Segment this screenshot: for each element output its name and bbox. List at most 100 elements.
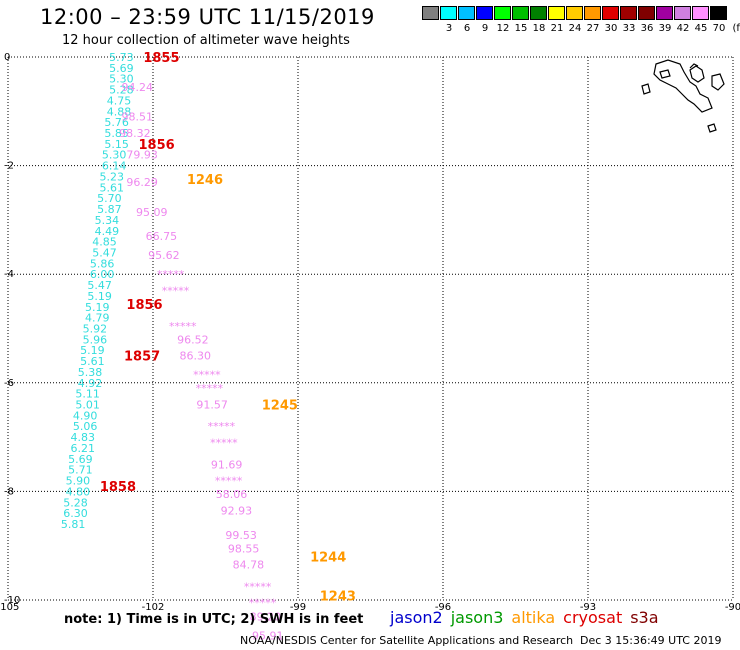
colorbar-label: 18 bbox=[532, 23, 546, 34]
y-tick-label: -4 bbox=[4, 269, 14, 280]
island-outline bbox=[659, 69, 671, 79]
y-tick-label: 0 bbox=[4, 52, 10, 63]
swh-value-label: 58.06 bbox=[216, 488, 248, 501]
swh-value-label: 5.11 bbox=[75, 388, 100, 401]
swh-value-label: 5.06 bbox=[73, 420, 98, 433]
colorbar-swatch bbox=[548, 6, 565, 20]
colorbar-label: 36 bbox=[640, 23, 654, 34]
island-outline bbox=[707, 123, 717, 133]
colorbar-label: 27 bbox=[586, 23, 600, 34]
swh-value-label: 92.93 bbox=[221, 504, 253, 517]
swh-value-label: 5.61 bbox=[80, 355, 105, 368]
colorbar-label: 3 bbox=[445, 23, 453, 34]
swh-value-label: 5.69 bbox=[68, 453, 93, 466]
colorbar-swatch bbox=[710, 6, 727, 20]
swh-value-label: 5.01 bbox=[75, 399, 100, 412]
swh-value-label: 5.70 bbox=[97, 192, 122, 205]
swh-value-label: ***** bbox=[249, 597, 277, 610]
swh-value-label: 5.73 bbox=[109, 51, 134, 64]
pass-time-label: 1856 bbox=[126, 298, 162, 313]
swh-value-label: 4.75 bbox=[107, 94, 132, 107]
pass-time-label: 1857 bbox=[124, 350, 160, 365]
swh-value-label: 95.09 bbox=[136, 206, 168, 219]
swh-value-label: 5.28 bbox=[109, 84, 134, 97]
colorbar-swatch bbox=[674, 6, 691, 20]
swh-value-label: 5.34 bbox=[95, 214, 120, 227]
swh-value-label: 91.69 bbox=[211, 458, 243, 471]
colorbar-swatch bbox=[512, 6, 529, 20]
colorbar-label: 12 bbox=[496, 23, 510, 34]
colorbar-label: 15 bbox=[514, 23, 528, 34]
colorbar-swatch bbox=[656, 6, 673, 20]
x-tick-label: -105 bbox=[0, 602, 19, 613]
swh-value-label: 86.30 bbox=[180, 350, 212, 363]
map-title: 12:00 – 23:59 UTC 11/15/2019 bbox=[40, 5, 375, 29]
swh-value-label: 5.23 bbox=[100, 170, 125, 183]
swh-value-label: 4.92 bbox=[78, 377, 103, 390]
swh-value-label: ***** bbox=[169, 320, 197, 333]
swh-value-label: ***** bbox=[215, 475, 243, 488]
axis-ticks: -105 -102 -99 -96 -93 -90 0 -2 -4 -6 -8 -10 bbox=[0, 52, 740, 613]
swh-value-label: 5.19 bbox=[85, 301, 110, 314]
pass-time-label: 1246 bbox=[187, 173, 223, 188]
swh-value-label: ***** bbox=[193, 369, 221, 382]
swh-value-label: 6.30 bbox=[63, 507, 88, 520]
swh-value-label: 4.85 bbox=[92, 236, 117, 249]
colorbar-swatch bbox=[584, 6, 601, 20]
pass-time-label: 1855 bbox=[143, 51, 179, 66]
pass-time-label: 1243 bbox=[320, 590, 356, 605]
y-tick-label: -2 bbox=[4, 161, 14, 172]
swh-value-label: 5.30 bbox=[109, 73, 134, 86]
swh-value-label: 4.90 bbox=[73, 409, 98, 422]
colorbar-label: 6 bbox=[463, 23, 471, 34]
colorbar-unit: (ft) bbox=[732, 23, 740, 34]
colorbar-swatch bbox=[620, 6, 637, 20]
swh-value-label: 84.78 bbox=[233, 559, 265, 572]
footnote: note: 1) Time is in UTC; 2) SWH is in fe… bbox=[64, 612, 364, 627]
swh-value-label: 98.32 bbox=[119, 127, 151, 140]
colorbar-swatch bbox=[530, 6, 547, 20]
generated-timestamp: Dec 3 15:36:49 UTC 2019 bbox=[580, 634, 722, 647]
colorbar-swatch bbox=[422, 6, 439, 20]
swh-value-label: ***** bbox=[157, 268, 185, 281]
x-tick-label: -102 bbox=[142, 602, 165, 613]
swh-value-label: 6.21 bbox=[71, 442, 96, 455]
swh-value-label: 5.87 bbox=[97, 203, 122, 216]
swh-value-label: 5.30 bbox=[102, 149, 127, 162]
island-outline bbox=[653, 59, 713, 113]
swh-value-label: 5.38 bbox=[78, 366, 103, 379]
colorbar-label: 42 bbox=[676, 23, 690, 34]
legend-entry: cryosat bbox=[563, 608, 623, 627]
pass-time-label: 1244 bbox=[310, 551, 346, 566]
colorbar-label: 70 bbox=[712, 23, 726, 34]
swh-value-label: 5.71 bbox=[68, 464, 93, 477]
colorbar-label: 33 bbox=[622, 23, 636, 34]
pass-time-label: 1245 bbox=[262, 399, 298, 414]
colorbar-swatch bbox=[602, 6, 619, 20]
colorbar-label: 45 bbox=[694, 23, 708, 34]
swh-value-label: 5.28 bbox=[63, 496, 88, 509]
legend-entry: jason3 bbox=[450, 608, 504, 627]
x-tick-label: -99 bbox=[290, 602, 306, 613]
y-tick-label: -6 bbox=[4, 378, 14, 389]
pass-time-label: 1856 bbox=[139, 138, 175, 153]
legend-entry: s3a bbox=[630, 608, 659, 627]
swh-value-label: 98.51 bbox=[122, 111, 154, 124]
swh-value-label: 4.49 bbox=[95, 225, 120, 238]
swh-value-label: 94.24 bbox=[122, 81, 154, 94]
swh-value-label: 5.61 bbox=[100, 181, 125, 194]
swh-value-label: 89.20 bbox=[250, 610, 282, 623]
swh-value-label: 96.52 bbox=[177, 333, 209, 346]
swh-value-label: ***** bbox=[210, 437, 238, 450]
swh-value-label: ***** bbox=[208, 420, 236, 433]
pass-time-label: 1858 bbox=[100, 480, 136, 495]
colorbar-label: 21 bbox=[550, 23, 564, 34]
colorbar-label: 30 bbox=[604, 23, 618, 34]
grid-lines bbox=[7, 56, 734, 601]
swh-value-label: 66.75 bbox=[146, 230, 178, 243]
swh-value-label: 99.53 bbox=[225, 529, 257, 542]
swh-value-label: 5.19 bbox=[80, 344, 105, 357]
colorbar-label: 39 bbox=[658, 23, 672, 34]
swh-value-label: ***** bbox=[244, 580, 272, 593]
